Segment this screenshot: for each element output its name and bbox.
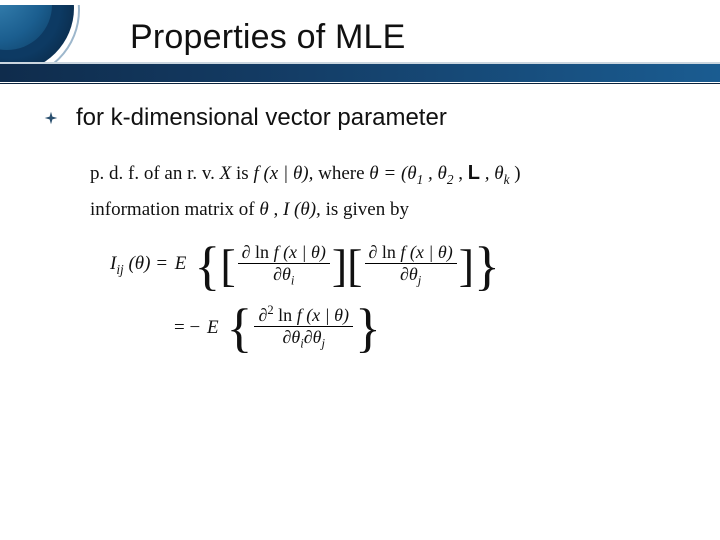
partial-icon: ∂ — [400, 264, 409, 284]
sym-theta: θ — [282, 264, 291, 284]
bullet-text: for k-dimensional vector parameter — [76, 104, 447, 132]
brace-open: { — [194, 239, 220, 293]
dots-L: L — [468, 162, 480, 184]
sub-j: j — [321, 337, 325, 351]
fraction-3: ∂2 ln f (x | θ) ∂θi∂θj — [254, 303, 353, 352]
sub-i: i — [291, 274, 295, 288]
text: where — [318, 163, 369, 184]
partial-icon: ∂ — [242, 242, 251, 262]
text: f (x | θ) — [274, 242, 326, 262]
text: is — [236, 163, 253, 184]
text: f (x | θ) — [400, 242, 452, 262]
brace-close: } — [474, 239, 500, 293]
slide: { "slide": { "title": "Properties of MLE… — [0, 0, 720, 540]
sym-E: E — [207, 317, 219, 338]
partial-icon: ∂ — [304, 327, 313, 347]
math-area: p. d. f. of an r. v. X is f (x | θ), whe… — [90, 160, 650, 363]
bracket-open: [ — [347, 243, 362, 289]
text: , θ — [485, 163, 504, 184]
text: is given by — [326, 199, 409, 220]
partial-icon: ∂ — [273, 264, 282, 284]
brace-close: } — [355, 301, 381, 355]
brace-open: { — [227, 301, 253, 355]
sym-theta: θ — [291, 327, 300, 347]
bullet-row: for k-dimensional vector parameter — [44, 104, 690, 132]
math-line-2: information matrix of θ , I (θ), is give… — [90, 198, 650, 223]
partial-icon: ∂ — [369, 242, 378, 262]
sub-2: 2 — [447, 172, 454, 187]
slide-title: Properties of MLE — [130, 18, 700, 57]
text: ln — [278, 305, 292, 325]
title-underline-bottom — [0, 83, 720, 84]
text: = − — [174, 317, 200, 338]
sub-ij: ij — [116, 262, 123, 277]
fraction-2: ∂ ln f (x | θ) ∂θj — [365, 242, 457, 289]
bracket-close: ] — [332, 243, 347, 289]
text: , — [458, 163, 468, 184]
text: ) — [514, 163, 520, 184]
sym-theta: θ — [259, 199, 268, 220]
equation-1: Iij (θ) = E { [ ∂ ln f (x | θ) ∂θi — [90, 239, 650, 355]
bracket-open: [ — [220, 243, 235, 289]
sub-j: j — [418, 274, 422, 288]
sym-f: f (x | θ), — [253, 163, 313, 184]
bullet-icon — [44, 111, 58, 125]
sub-1: 1 — [417, 172, 424, 187]
text: (θ) = — [128, 253, 172, 274]
text: p. d. f. of an r. v. — [90, 163, 220, 184]
title-underline-bar — [0, 64, 720, 82]
text: ln — [382, 242, 396, 262]
bracket-close: ] — [459, 243, 474, 289]
decorative-arc-mask — [0, 0, 720, 5]
sym-I: I (θ), — [283, 199, 321, 220]
text: information matrix of — [90, 199, 259, 220]
sym-E: E — [175, 253, 187, 274]
equation-2: = − E { ∂2 ln f (x | θ) ∂θi∂θj } — [174, 301, 650, 355]
text: , — [273, 199, 283, 220]
header-band: Properties of MLE — [0, 0, 720, 82]
math-line-1: p. d. f. of an r. v. X is f (x | θ), whe… — [90, 160, 650, 188]
sub-k: k — [504, 172, 510, 187]
text: ln — [255, 242, 269, 262]
sym-theta: θ — [409, 264, 418, 284]
text: f (x | θ) — [297, 305, 349, 325]
text: , θ — [428, 163, 447, 184]
sym-X: X — [220, 163, 232, 184]
sym-theta-eq: θ = (θ — [369, 163, 416, 184]
sup-2: 2 — [267, 303, 273, 317]
fraction-1: ∂ ln f (x | θ) ∂θi — [238, 242, 330, 289]
